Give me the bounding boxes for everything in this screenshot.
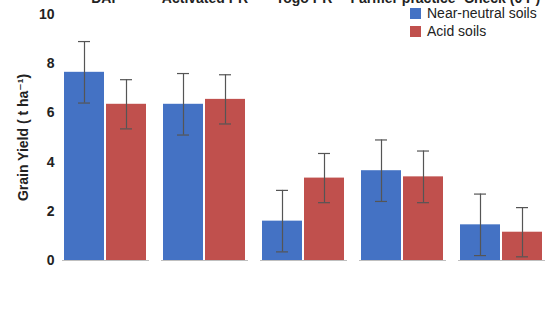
svg-text:0: 0	[47, 252, 55, 268]
html-text:Near-neutral soils: Near-neutral soils	[427, 5, 537, 21]
svg-text:Farmer practice: Farmer practice	[350, 0, 455, 6]
svg-text:6: 6	[47, 104, 55, 120]
svg-text:8: 8	[47, 55, 55, 71]
svg-text:10: 10	[39, 6, 55, 22]
svg-text:Togo PR: Togo PR	[276, 0, 333, 6]
svg-text:2: 2	[47, 203, 55, 219]
svg-text:Check (0 P): Check (0 P)	[464, 0, 540, 6]
svg-text:Activated PR: Activated PR	[162, 0, 248, 6]
svg-text:4: 4	[47, 154, 55, 170]
html-text:Acid soils: Acid soils	[427, 23, 487, 39]
svg-text:Grain Yield ( t ha⁻¹): Grain Yield ( t ha⁻¹)	[15, 74, 31, 201]
svg-text:DAP: DAP	[91, 0, 121, 6]
